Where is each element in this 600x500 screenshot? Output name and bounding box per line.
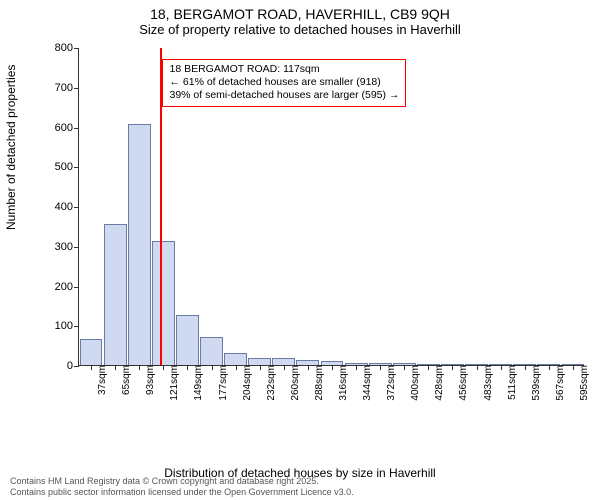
x-tick-mark bbox=[91, 365, 92, 370]
plot-area: 010020030040050060070080037sqm65sqm93sqm… bbox=[78, 48, 584, 366]
y-tick-mark bbox=[74, 48, 79, 49]
y-tick-mark bbox=[74, 247, 79, 248]
x-tick-label: 344sqm bbox=[360, 365, 373, 401]
x-tick-label: 567sqm bbox=[553, 365, 566, 401]
annotation-line: 18 BERGAMOT ROAD: 117sqm bbox=[169, 63, 399, 76]
x-tick-mark bbox=[380, 365, 381, 370]
y-tick-mark bbox=[74, 128, 79, 129]
x-tick-mark bbox=[356, 365, 357, 370]
histogram-bar bbox=[176, 315, 199, 365]
x-tick-label: 65sqm bbox=[119, 365, 132, 395]
histogram-bar bbox=[272, 358, 295, 365]
x-tick-mark bbox=[477, 365, 478, 370]
chart-area: 010020030040050060070080037sqm65sqm93sqm… bbox=[48, 48, 584, 418]
x-tick-mark bbox=[332, 365, 333, 370]
x-tick-mark bbox=[115, 365, 116, 370]
x-tick-label: 316sqm bbox=[336, 365, 349, 401]
x-tick-mark bbox=[308, 365, 309, 370]
x-tick-mark bbox=[139, 365, 140, 370]
x-tick-label: 372sqm bbox=[384, 365, 397, 401]
title-subtitle: Size of property relative to detached ho… bbox=[0, 22, 600, 37]
histogram-bar bbox=[152, 241, 175, 365]
x-tick-mark bbox=[501, 365, 502, 370]
x-tick-mark bbox=[452, 365, 453, 370]
x-tick-label: 177sqm bbox=[216, 365, 229, 401]
y-tick-mark bbox=[74, 287, 79, 288]
x-tick-label: 483sqm bbox=[481, 365, 494, 401]
y-tick-mark bbox=[74, 88, 79, 89]
x-tick-mark bbox=[428, 365, 429, 370]
footer-line-1: Contains HM Land Registry data © Crown c… bbox=[10, 476, 354, 486]
x-tick-label: 539sqm bbox=[529, 365, 542, 401]
y-tick-mark bbox=[74, 366, 79, 367]
x-tick-mark bbox=[212, 365, 213, 370]
footer-attribution: Contains HM Land Registry data © Crown c… bbox=[10, 476, 354, 497]
histogram-bar bbox=[248, 358, 271, 365]
x-tick-mark bbox=[404, 365, 405, 370]
x-tick-mark bbox=[573, 365, 574, 370]
histogram-bar bbox=[200, 337, 223, 365]
x-tick-label: 400sqm bbox=[408, 365, 421, 401]
x-tick-label: 232sqm bbox=[264, 365, 277, 401]
x-tick-mark bbox=[187, 365, 188, 370]
y-axis-label: Number of detached properties bbox=[4, 65, 18, 230]
x-tick-label: 204sqm bbox=[240, 365, 253, 401]
chart-container: 18, BERGAMOT ROAD, HAVERHILL, CB9 9QH Si… bbox=[0, 0, 600, 500]
x-tick-mark bbox=[549, 365, 550, 370]
x-tick-label: 595sqm bbox=[577, 365, 590, 401]
x-tick-mark bbox=[284, 365, 285, 370]
x-tick-mark bbox=[525, 365, 526, 370]
x-tick-label: 121sqm bbox=[167, 365, 180, 401]
plot: 010020030040050060070080037sqm65sqm93sqm… bbox=[48, 48, 584, 418]
x-tick-label: 149sqm bbox=[191, 365, 204, 401]
y-tick-mark bbox=[74, 167, 79, 168]
histogram-bar bbox=[80, 339, 103, 365]
x-tick-mark bbox=[163, 365, 164, 370]
annotation-line: ← 61% of detached houses are smaller (91… bbox=[169, 76, 399, 89]
title-address: 18, BERGAMOT ROAD, HAVERHILL, CB9 9QH bbox=[0, 0, 600, 22]
x-tick-label: 511sqm bbox=[505, 365, 518, 400]
annotation-box: 18 BERGAMOT ROAD: 117sqm← 61% of detache… bbox=[162, 59, 406, 106]
histogram-bar bbox=[104, 224, 127, 365]
y-tick-mark bbox=[74, 207, 79, 208]
x-tick-label: 428sqm bbox=[432, 365, 445, 401]
x-tick-label: 260sqm bbox=[288, 365, 301, 401]
footer-line-2: Contains public sector information licen… bbox=[10, 487, 354, 497]
x-tick-label: 288sqm bbox=[312, 365, 325, 401]
histogram-bar bbox=[128, 124, 151, 365]
x-tick-label: 93sqm bbox=[143, 365, 156, 395]
annotation-line: 39% of semi-detached houses are larger (… bbox=[169, 89, 399, 102]
x-tick-label: 456sqm bbox=[456, 365, 469, 401]
x-tick-mark bbox=[260, 365, 261, 370]
histogram-bar bbox=[224, 353, 247, 365]
x-tick-mark bbox=[236, 365, 237, 370]
y-tick-mark bbox=[74, 326, 79, 327]
x-tick-label: 37sqm bbox=[95, 365, 108, 395]
